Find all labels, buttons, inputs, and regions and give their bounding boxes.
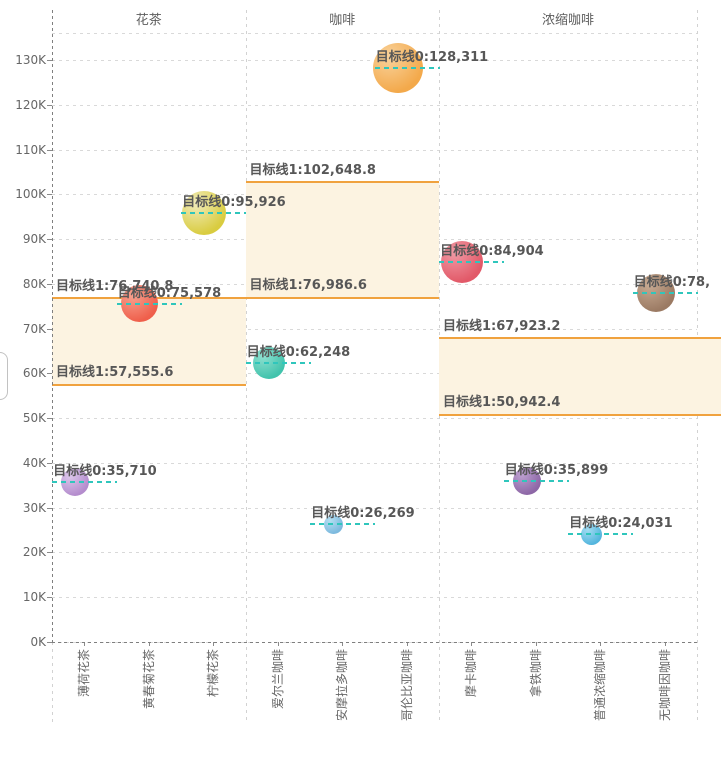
y-axis-tick-mark [47,642,52,643]
target-line-label: 目标线1:50,942.4 [443,394,561,410]
x-axis-category-label: 柠檬花茶 [206,649,221,698]
x-axis-tick-mark [535,642,537,646]
bubble-value-label: 目标线0:24,031 [569,516,673,532]
y-axis-tick-label: 120K [15,97,46,112]
x-axis-category-label: 哥伦比亚咖啡 [399,649,414,722]
bubble-value-label: 目标线0:75,578 [117,285,222,301]
y-axis-tick-label: 20K [22,545,46,560]
bubble-value-dash [568,533,634,536]
grid-line-horizontal [52,104,697,106]
grid-line-horizontal [52,462,697,464]
target-line-label: 目标线1:76,740.8 [56,279,174,295]
bubble-value-label: 目标线0:35,899 [504,463,609,479]
x-axis-category-label: 拿铁咖啡 [528,649,543,698]
y-axis-extension-line [52,642,53,724]
y-axis-tick-label: 90K [22,232,46,247]
x-axis-tick-mark [213,642,215,646]
x-axis-tick-mark [600,642,602,646]
bubble-value-label: 目标线0:26,269 [311,506,415,522]
y-axis-tick-mark [47,328,52,330]
bubble-value-dash [52,481,118,484]
panel-title: 浓缩咖啡 [541,13,594,28]
grid-line-horizontal [52,373,697,375]
bubble-value-label: 目标线0:78, [633,274,711,290]
target-line-label: 目标线1:102,648.8 [249,163,376,179]
y-axis-tick-mark [47,597,52,599]
x-axis-tick-mark [664,642,666,646]
y-axis-tick-mark [47,507,52,509]
y-axis-tick-mark [47,462,52,464]
y-axis-tick-mark [47,552,52,554]
target-band [245,181,439,300]
y-axis-tick-mark [47,194,52,196]
x-axis-tick-mark [148,642,150,646]
bubble-value-dash [245,362,311,365]
y-axis-tick-label: 80K [22,276,46,291]
target-band [439,336,721,416]
x-axis-tick-mark [406,642,408,646]
y-axis-tick-label: 50K [22,411,46,426]
x-axis-category-label: 黄春菊花茶 [141,649,156,710]
bubble-value-label: 目标线0:95,926 [182,194,286,210]
grid-line-horizontal [52,149,697,151]
y-axis-tick-mark [47,373,52,375]
y-axis-tick-mark [47,104,52,106]
grid-line-horizontal [52,552,697,554]
bubble-value-dash [632,291,698,294]
bubble-value-label: 目标线0:35,710 [53,464,157,480]
y-axis-tick-label: 40K [22,455,46,470]
panel-title: 咖啡 [329,13,356,28]
x-axis-tick-mark [277,642,279,646]
y-axis-line [52,10,53,642]
x-axis-category-label: 爱尔兰咖啡 [270,649,285,710]
y-axis-tick-label: 30K [22,500,46,515]
x-axis-category-label: 普通浓缩咖啡 [593,649,608,722]
bubble-value-dash [374,66,440,69]
y-axis-tick-label: 70K [22,321,46,336]
x-axis-tick-mark [84,642,86,646]
bubble-value-dash [439,260,505,263]
y-axis-tick-label: 130K [15,53,46,67]
y-axis-tick-label: 100K [15,187,46,202]
y-axis-tick-mark [47,283,52,285]
x-axis-category-label: 安摩拉多咖啡 [335,649,350,722]
bubble-target-chart: 0K 10K 20K 30K 40K 50K 60K 70K 80K 90K 100K 110K 120… [15,10,721,724]
x-axis-category-label: 薄荷花茶 [77,649,92,698]
target-line-label: 目标线1:67,923.2 [443,318,561,334]
x-axis-tick-mark [342,642,344,646]
y-axis-tick-label: 60K [22,366,46,381]
y-axis-tick-label: 10K [22,590,46,605]
bubble-value-dash [116,302,182,305]
grid-line-horizontal [52,418,697,420]
target-line-label: 目标线1:57,555.6 [56,365,174,381]
bubble-value-dash [310,523,376,526]
target-line-label: 目标线1:76,986.6 [249,278,367,294]
grid-line-horizontal [52,507,697,509]
x-axis-line [52,642,697,643]
bubble-value-label: 目标线0:62,248 [246,345,351,361]
x-axis-tick-mark [471,642,473,646]
panel-separator [245,10,247,724]
y-axis-tick-mark [47,239,52,241]
bubble-value-dash [503,480,569,483]
y-axis-tick-mark [47,60,52,61]
x-axis-category-label: 摩卡咖啡 [464,649,479,698]
grid-line-horizontal [52,597,697,599]
grid-line-horizontal [52,328,697,330]
bubble-value-label: 目标线0:128,311 [375,49,489,65]
bubble-value-dash [181,211,247,214]
y-axis-tick-mark [47,418,52,420]
y-axis-tick-label: 110K [15,142,46,157]
bubble-value-label: 目标线0:84,904 [440,243,544,259]
y-axis-tick-label: 0K [30,635,46,649]
y-axis-tick-mark [47,149,52,151]
panel-title: 花茶 [135,13,162,28]
edge-slider-handle[interactable] [0,352,8,400]
header-separator-line [52,33,697,34]
x-axis-category-label: 无咖啡因咖啡 [657,649,672,722]
